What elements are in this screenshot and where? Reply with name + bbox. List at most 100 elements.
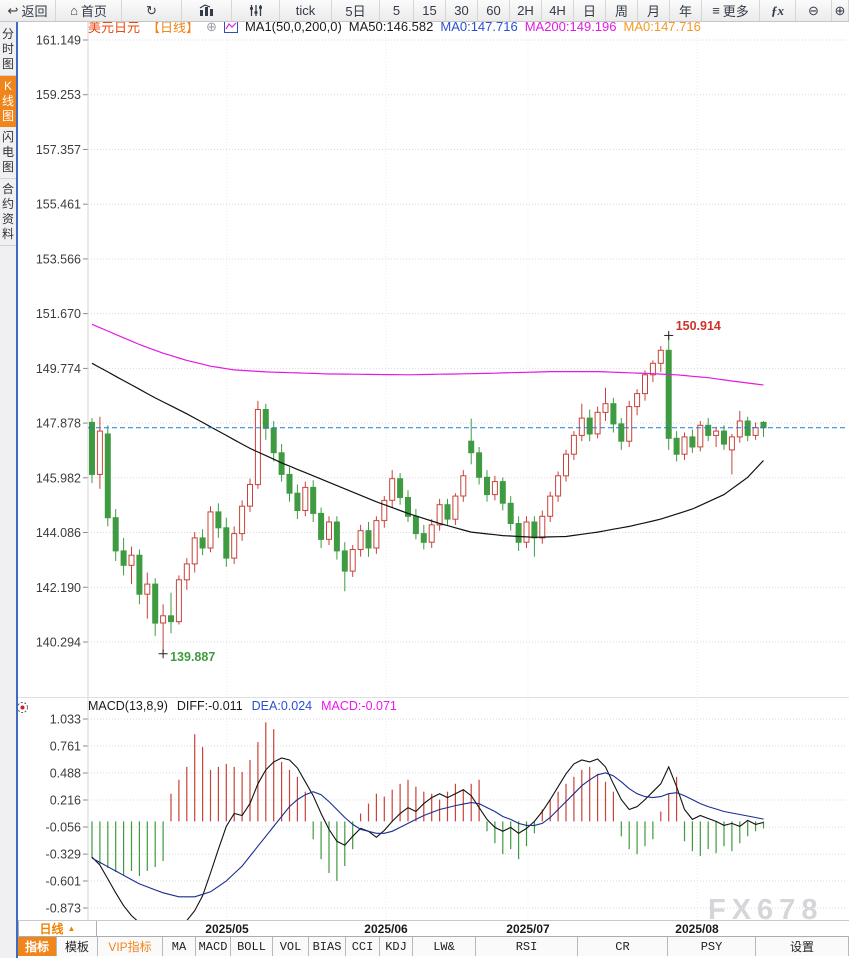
ma0-blue-value: MA0:147.716 (440, 19, 518, 34)
y-axis-tick: 153.566 (36, 252, 81, 266)
candle-sliders-icon (249, 5, 262, 16)
zoom-in-button[interactable]: ⊕ (832, 0, 849, 21)
period-selector-label: 日线 (39, 922, 64, 936)
period-15m-button[interactable]: 15 (414, 0, 446, 21)
zoom-out-button[interactable]: ⊖ (796, 0, 832, 21)
y-axis-tick: 157.357 (36, 143, 81, 157)
macd-diff-value: DIFF:-0.011 (176, 699, 243, 713)
y-axis-tick: 151.670 (36, 307, 81, 321)
y-axis-tick: 144.086 (36, 526, 81, 540)
x-axis-label: 2025/08 (675, 922, 719, 936)
sidebar-item-kline-chart[interactable]: K线图 (0, 76, 16, 127)
tab-rsi[interactable]: RSI (476, 937, 578, 956)
tab-bias[interactable]: BIAS (309, 937, 346, 956)
ma-settings-label: MA1(50,0,200,0) (244, 19, 342, 34)
tab-vol[interactable]: VOL (273, 937, 309, 956)
zoom-in-icon: ⊕ (834, 3, 846, 18)
ma50-line (91, 362, 764, 538)
left-sidebar: 分时图 K线图 闪电图 合约资料 (0, 22, 18, 958)
refresh-icon: ↻ (146, 3, 157, 18)
macd-y-axis-tick: -0.056 (46, 820, 81, 834)
period-15m-label: 15 (422, 3, 437, 18)
period-week-label: 周 (614, 4, 628, 19)
period-2h-label: 2H (517, 3, 534, 18)
fx-icon: ƒx (771, 2, 784, 18)
low-price-annotation: 139.887 (170, 649, 216, 664)
home-button[interactable]: ⌂ 首页 (56, 0, 122, 21)
tab-boll[interactable]: BOLL (231, 937, 273, 956)
macd-y-axis-tick: 0.216 (50, 794, 81, 808)
add-compare-icon[interactable]: ⊕ (206, 18, 217, 34)
macd-diff-line (91, 757, 764, 927)
tab-indicators[interactable]: 指标 (18, 937, 57, 956)
dropdown-up-icon: ▲ (67, 924, 76, 933)
period-year-button[interactable]: 年 (670, 0, 702, 21)
y-axis-tick: 149.774 (36, 362, 81, 376)
y-axis-tick: 161.149 (36, 34, 81, 48)
y-axis-tick: 159.253 (36, 88, 81, 102)
tab-macd[interactable]: MACD (196, 937, 231, 956)
macd-y-axis-tick: -0.601 (46, 875, 81, 889)
tab-templates[interactable]: 模板 (57, 937, 98, 956)
more-button[interactable]: ≡ 更多 (702, 0, 760, 21)
tab-settings[interactable]: 设置 (756, 937, 849, 956)
macd-header: MACD(13,8,9) DIFF:-0.011 DEA:0.024 MACD:… (88, 699, 397, 713)
fx-functions-button[interactable]: ƒx (760, 0, 796, 21)
period-2h-button[interactable]: 2H (510, 0, 542, 21)
macd-y-axis-tick: -0.873 (46, 902, 81, 916)
candle-settings-button[interactable] (232, 0, 280, 21)
indicator-tab-bar: 指标 模板 VIP指标 MA MACD BOLL VOL BIAS CCI KDJ LW& RSI CR… (18, 936, 849, 956)
period-year-label: 年 (678, 4, 692, 19)
period-day-button[interactable]: 日 (574, 0, 606, 21)
period-tick-button[interactable]: tick (280, 0, 332, 21)
period-month-button[interactable]: 月 (638, 0, 670, 21)
tab-vip-indicators[interactable]: VIP指标 (98, 937, 163, 956)
tab-cr[interactable]: CR (578, 937, 668, 956)
period-day-label: 日 (582, 4, 596, 19)
more-label: 更多 (722, 4, 749, 19)
period-60m-button[interactable]: 60 (478, 0, 510, 21)
sidebar-item-time-chart[interactable]: 分时图 (0, 24, 16, 76)
period-30m-label: 30 (454, 3, 469, 18)
sidebar-item-contract-info[interactable]: 合约资料 (0, 179, 16, 246)
macd-y-axis-tick: 0.761 (50, 739, 81, 753)
ma50-value: MA50:146.582 (348, 19, 434, 34)
tab-psy[interactable]: PSY (668, 937, 756, 956)
sidebar-item-lightning-chart[interactable]: 闪电图 (0, 127, 16, 179)
ma0-orange-value: MA0:147.716 (623, 19, 701, 34)
refresh-button[interactable]: ↻ (122, 0, 182, 21)
tab-lwr[interactable]: LW& (413, 937, 476, 956)
ma200-value: MA200:149.196 (524, 19, 617, 34)
chart-header: 美元日元 【日线】 ⊕ MA1(50,0,200,0) MA50:146.582… (88, 17, 701, 36)
y-axis-tick: 147.878 (36, 417, 81, 431)
zoom-out-icon: ⊖ (808, 3, 819, 18)
tab-cci[interactable]: CCI (346, 937, 380, 956)
macd-y-axis-tick: 1.033 (50, 713, 81, 727)
tab-kdj[interactable]: KDJ (380, 937, 413, 956)
home-label: 首页 (80, 4, 107, 19)
macd-y-axis-tick: 0.488 (50, 767, 81, 781)
back-button[interactable]: ↩ 返回 (0, 0, 56, 21)
candlesticks (89, 335, 767, 654)
period-5d-button[interactable]: 5日 (332, 0, 380, 21)
x-axis-row: 日线 ▲ 2025/05 2025/06 2025/07 2025/08 (18, 920, 849, 936)
back-icon: ↩ (7, 3, 19, 18)
period-30m-button[interactable]: 30 (446, 0, 478, 21)
ma-indicator-icon[interactable] (223, 20, 238, 33)
high-price-annotation: 150.914 (675, 319, 721, 334)
tab-ma[interactable]: MA (163, 937, 196, 956)
grid-layer: 161.149 159.253 157.357 155.461 153.566 151.6… (18, 22, 849, 920)
period-4h-button[interactable]: 4H (542, 0, 574, 21)
top-toolbar: ↩ 返回 ⌂ 首页 ↻ tick 5日 5 15 30 60 2H 4H 日周月年 ≡ 更多 ƒx ⊖ ⊕ (0, 0, 849, 22)
period-selector[interactable]: 日线 ▲ (18, 921, 97, 936)
home-icon: ⌂ (70, 3, 78, 18)
period-tag: 【日线】 (147, 20, 200, 35)
period-5d-label: 5日 (345, 4, 366, 19)
back-label: 返回 (21, 4, 48, 19)
period-5m-button[interactable]: 5 (380, 0, 414, 21)
symbol-title: 美元日元 (88, 20, 141, 35)
y-axis-tick: 142.190 (36, 581, 81, 595)
period-week-button[interactable]: 周 (606, 0, 638, 21)
bar-chart-button[interactable] (182, 0, 232, 21)
